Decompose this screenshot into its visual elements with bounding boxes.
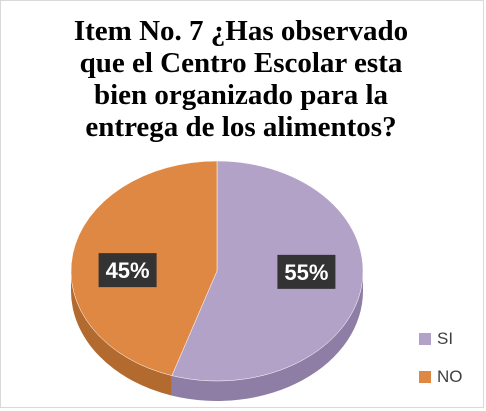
legend: SI NO: [419, 329, 463, 405]
pie-slice-side-si: [171, 271, 363, 401]
chart-title-line: bien organizado para la: [93, 79, 389, 111]
pie-slice-si: [171, 160, 364, 382]
legend-label-no: NO: [437, 367, 463, 386]
legend-item-no: NO: [419, 367, 463, 387]
chart-title-line: Item No. 7 ¿Has observado: [73, 15, 409, 47]
chart-title: Item No. 7 ¿Has observado que el Centro …: [31, 15, 451, 143]
data-label-text: 55%: [284, 260, 328, 285]
data-label-box: [277, 254, 336, 289]
data-label-box: [98, 253, 157, 288]
legend-swatch-no: [419, 371, 431, 383]
legend-label-si: SI: [437, 329, 454, 348]
legend-item-si: SI: [419, 329, 463, 349]
pie-slice-side-no: [71, 271, 172, 396]
data-label-layer: 55% 45%: [98, 253, 336, 289]
data-label-si: 55%: [277, 254, 336, 289]
chart-title-line: entrega de los alimentos?: [85, 111, 397, 143]
legend-swatch-si: [419, 333, 431, 345]
data-label-no: 45%: [98, 253, 157, 288]
chart-title-line: que el Centro Escolar esta: [79, 47, 403, 79]
data-label-text: 45%: [106, 258, 150, 283]
